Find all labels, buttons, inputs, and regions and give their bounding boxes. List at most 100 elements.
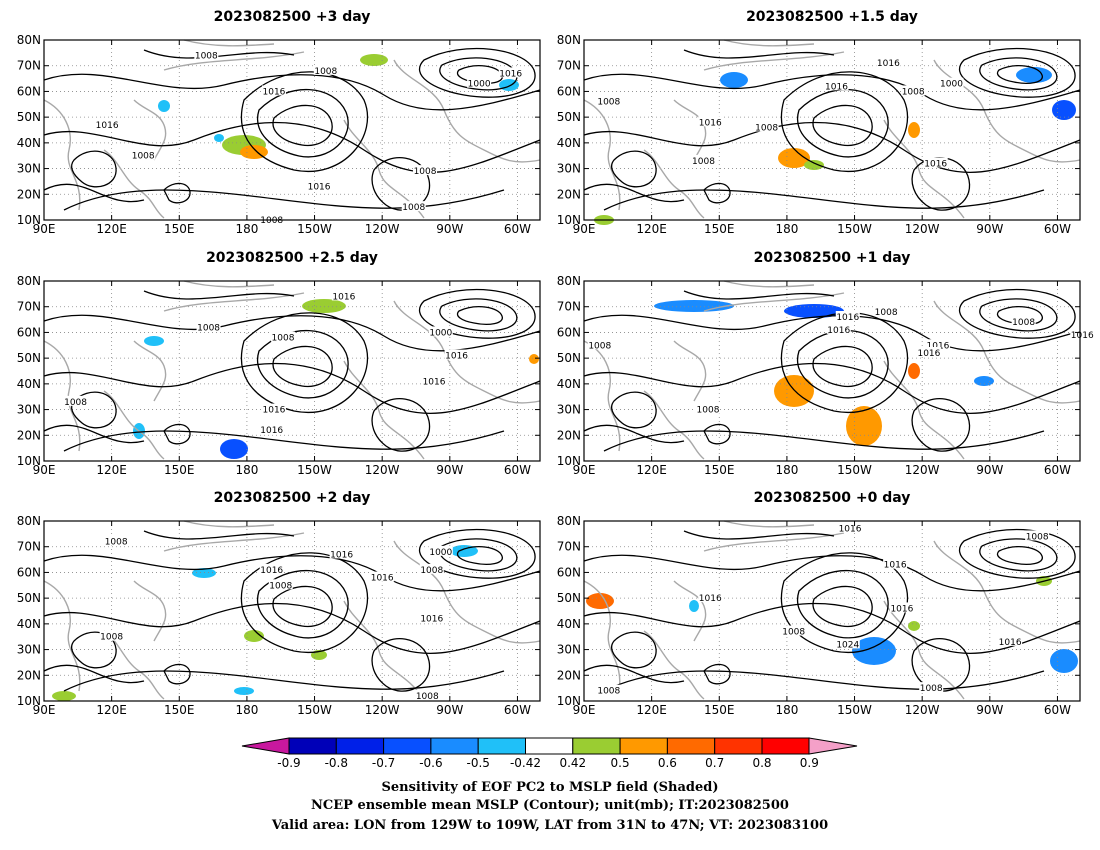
lat-tick-label: 50N [17,110,41,124]
sensitivity-shading [586,576,1078,673]
panel-title: 2023082500 +0 day [754,490,911,506]
lat-tick-label: 30N [557,162,581,176]
lon-tick-label: 120W [365,703,400,717]
contour-label: 1016 [884,561,907,571]
lat-tick-label: 70N [17,59,41,73]
sensitivity-shade [529,354,539,364]
lon-tick-label: 120E [96,222,127,236]
contour-label-backdrop [835,638,860,649]
lat-tick-label: 50N [557,591,581,605]
coastline [703,532,845,552]
colorbar-label: 0.7 [705,756,724,770]
sensitivity-shade [52,691,76,701]
contour-label-backdrop [196,321,221,332]
mslp-isobar [71,631,117,669]
mslp-isobar [163,663,191,685]
contour-label: 1008 [1012,318,1035,328]
mslp-isobar [256,88,349,158]
contour-label-backdrop [754,121,779,132]
coastlines [583,280,1081,460]
lat-tick-label: 70N [17,540,41,554]
lat-tick-label: 30N [557,403,581,417]
coastline [723,280,815,288]
contour-label: 1008 [272,334,295,344]
contour-label: 1016 [263,406,286,416]
mslp-isobar [583,73,1081,111]
caption-line-2: NCEP ensemble mean MSLP (Contour); unit(… [311,798,789,813]
lat-tick-label: 80N [557,33,581,47]
coastline [103,630,165,700]
colorbar-box [383,737,432,755]
coastline [343,600,425,700]
sensitivity-shade [852,637,896,665]
contour-label: 1008 [260,216,283,226]
contour-label-backdrop [826,323,851,334]
mslp-isobar [958,288,1076,339]
lon-tick-label: 150E [164,463,195,477]
mslp-isobar [703,423,731,445]
contour-label: 1008 [132,152,155,162]
mslp-isobar [163,182,191,204]
contour-label-backdrop [422,375,447,386]
contour-label: 1016 [499,69,522,79]
coastline [183,39,275,47]
mslp-isobar [796,88,889,158]
lon-tick-label: 90E [573,703,596,717]
mslp-isobar [583,183,685,203]
coastline [43,580,81,692]
lon-tick-label: 60W [1044,222,1071,236]
colorbar-label: -0.9 [277,756,300,770]
contour-label-backdrop [467,77,492,88]
mslp-isobar [143,290,295,300]
contour-label-backdrop [313,64,338,75]
contour-label-backdrop [1025,530,1050,541]
contour-label-backdrop [194,49,219,60]
lat-tick-label: 60N [557,84,581,98]
lon-tick-label: 90W [436,463,463,477]
lon-tick-label: 60W [1044,463,1071,477]
contour-label-backdrop [268,579,293,590]
coastline [163,292,305,312]
lat-tick-label: 80N [17,33,41,47]
coastline [723,39,815,47]
contour-label: 1000 [429,548,452,558]
map-panel: 1016 1008 1016 1016 1016 1008 1024 1016 1008 1008… [557,490,1081,717]
sensitivity-shade [214,134,224,142]
lon-tick-label: 180 [775,703,798,717]
contour-label-backdrop [370,571,395,582]
lat-tick-label: 60N [557,325,581,339]
lat-tick-label: 10N [17,213,41,227]
lon-tick-label: 120W [365,463,400,477]
contour-label: 1008 [782,628,805,638]
contour-label-backdrop [95,118,120,129]
mslp-isobar [911,398,971,452]
coastline [343,360,425,460]
sensitivity-shade [586,593,614,609]
lat-tick-label: 60N [17,325,41,339]
contour-label-backdrop [415,689,440,700]
sensitivity-shade [1016,67,1052,83]
sensitivity-shade [778,148,810,168]
lat-tick-label: 80N [557,274,581,288]
contour-label-backdrop [401,201,426,212]
lon-tick-label: 150W [837,222,872,236]
coastline [883,119,965,219]
lon-tick-label: 150W [297,222,332,236]
contour-label: 1008 [1026,532,1049,542]
lat-tick-label: 70N [557,59,581,73]
colorbar-label: -0.7 [372,756,395,770]
sensitivity-shade [908,621,920,631]
mslp-contours [43,288,541,452]
sensitivity-shade [908,122,920,138]
lat-tick-label: 20N [557,428,581,442]
contour-label-backdrop [998,635,1023,646]
colorbar-label: 0.9 [800,756,819,770]
lat-tick-label: 50N [557,351,581,365]
panel-frame [583,280,1081,462]
coastline [163,532,305,552]
panel-title: 2023082500 +1.5 day [746,9,918,25]
mslp-isobar [63,670,505,692]
contour-label-backdrop [883,558,908,569]
